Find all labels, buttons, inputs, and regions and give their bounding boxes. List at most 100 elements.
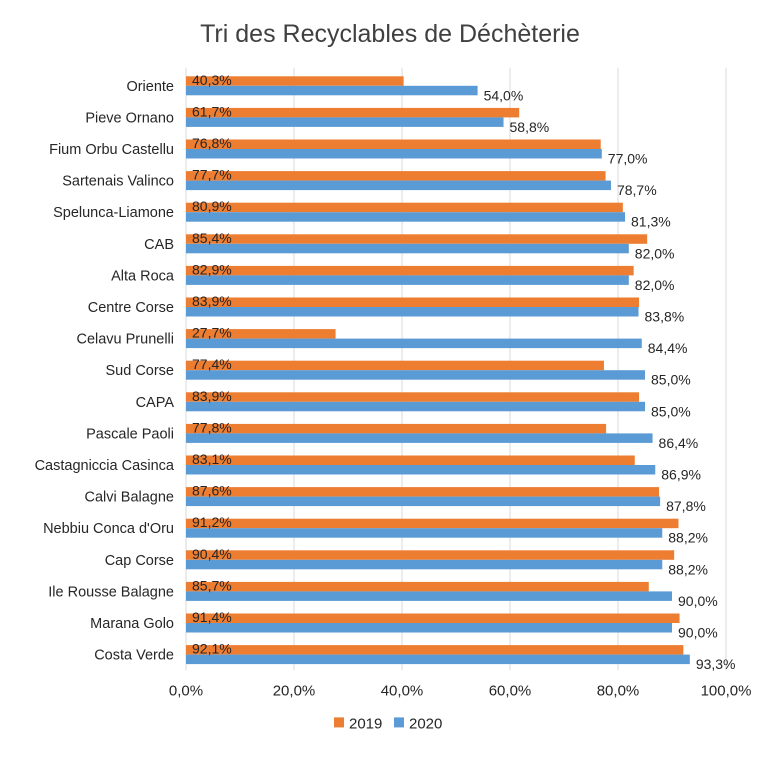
bar-2019 [186,234,648,244]
data-label-2019: 83,9% [192,388,232,404]
category-label: Ile Rousse Balagne [48,584,174,600]
category-label: CAB [144,237,174,253]
data-label-2019: 91,4% [192,609,232,625]
category-label: Sud Corse [105,363,174,379]
x-tick-label: 60,0% [489,682,532,699]
x-tick-label: 0,0% [169,682,203,699]
category-label: Pieve Ornano [85,110,174,126]
bar-2019 [186,202,623,213]
data-label-2019: 77,8% [192,419,232,435]
bar-2020 [186,654,690,665]
data-label-2020: 86,9% [661,467,701,483]
x-tick-label: 100,0% [701,682,752,699]
bar-2020 [186,275,629,285]
data-label-2020: 85,0% [651,403,691,419]
category-labels: Oriente Pieve Ornano Fium Orbu Castellu Sar… [35,79,175,664]
x-tick-label: 20,0% [273,682,316,699]
chart-title: Tri des Recyclables de Déchèterie [200,20,580,48]
data-label-2019: 92,1% [192,641,232,657]
data-label-2020: 90,0% [678,593,718,609]
category-label: Alta Roca [111,268,175,284]
category-label: Centre Corse [88,300,174,316]
data-label-2019: 77,4% [192,356,232,372]
data-label-2020: 88,2% [668,561,708,577]
bar-2020 [186,149,602,159]
data-label-2019: 91,2% [192,514,232,530]
bar-2019 [186,518,679,529]
bar-2019 [186,297,640,307]
data-label-2020: 84,4% [648,340,688,356]
category-label: Cap Corse [105,553,174,569]
bar-2020 [186,623,672,633]
bar-2020 [186,243,629,254]
bar-2019 [186,107,520,118]
bar-2020 [186,338,642,349]
bar-2020 [186,591,672,601]
bar-2019 [186,171,606,181]
data-label-2020: 93,3% [696,656,736,672]
bar-2019 [186,423,607,434]
bar-2020 [186,85,478,96]
data-label-2019: 85,7% [192,577,232,593]
bars [186,76,690,665]
data-label-2020: 87,8% [666,498,706,514]
data-label-2020: 58,8% [510,119,550,135]
legend: 2019 2020 [334,715,442,732]
category-label: Nebbiu Conca d'Oru [43,521,174,537]
x-tick-label: 80,0% [597,682,640,699]
bar-2020 [186,370,645,380]
data-label-2020: 90,0% [678,625,718,641]
data-label-2019: 61,7% [192,103,232,119]
data-label-2020: 78,7% [617,182,657,198]
data-label-2020: 82,0% [635,277,675,293]
legend-label: 2020 [409,715,442,732]
category-label: Calvi Balagne [85,490,174,506]
category-label: CAPA [136,395,175,411]
bar-2020 [186,465,656,475]
x-axis-tick-labels: 0,0% 20,0% 40,0% 60,0% 80,0% 100,0% [169,682,752,699]
bar-2020 [186,117,504,127]
category-label: Pascale Paoli [86,426,174,442]
data-label-2019: 85,4% [192,230,232,246]
category-label: Sartenais Valinco [62,174,174,190]
data-label-2019: 40,3% [192,72,232,88]
data-labels: 40,3% 54,0% 61,7% 58,8% 76,8% 77,0% 77,7% 78,7%… [192,72,736,672]
bar-2020 [186,528,663,538]
x-tick-label: 40,0% [381,682,424,699]
bar-2020 [186,559,663,570]
data-label-2019: 80,9% [192,198,232,214]
data-label-2019: 27,7% [192,325,232,341]
bar-2019 [186,581,649,592]
bar-2019 [186,139,601,149]
data-label-2019: 77,7% [192,167,232,183]
category-label: Castagniccia Casinca [35,458,175,474]
bar-2019 [186,645,684,655]
legend-swatch [334,717,344,728]
bar-2020 [186,401,645,412]
category-label: Fium Orbu Castellu [49,142,174,158]
bar-2019 [186,392,640,402]
bar-2019 [186,360,604,371]
bar-2020 [186,307,639,317]
data-label-2020: 85,0% [651,372,691,388]
data-label-2019: 76,8% [192,135,232,151]
legend-label: 2019 [349,715,382,732]
data-label-2019: 83,9% [192,293,232,309]
bar-2020 [186,180,611,191]
bar-2019 [186,550,675,560]
data-label-2019: 90,4% [192,546,232,562]
data-label-2020: 83,8% [645,309,685,325]
bar-2019 [186,329,336,339]
data-label-2019: 83,1% [192,451,232,467]
data-label-2020: 54,0% [484,87,524,103]
bar-2020 [186,212,626,222]
bar-2020 [186,433,653,443]
data-label-2020: 81,3% [631,214,671,230]
category-label: Costa Verde [94,648,174,664]
bar-2019 [186,455,635,465]
bar-2019 [186,76,404,86]
data-label-2020: 88,2% [668,530,708,546]
legend-swatch [394,717,404,728]
category-label: Marana Golo [90,616,174,632]
